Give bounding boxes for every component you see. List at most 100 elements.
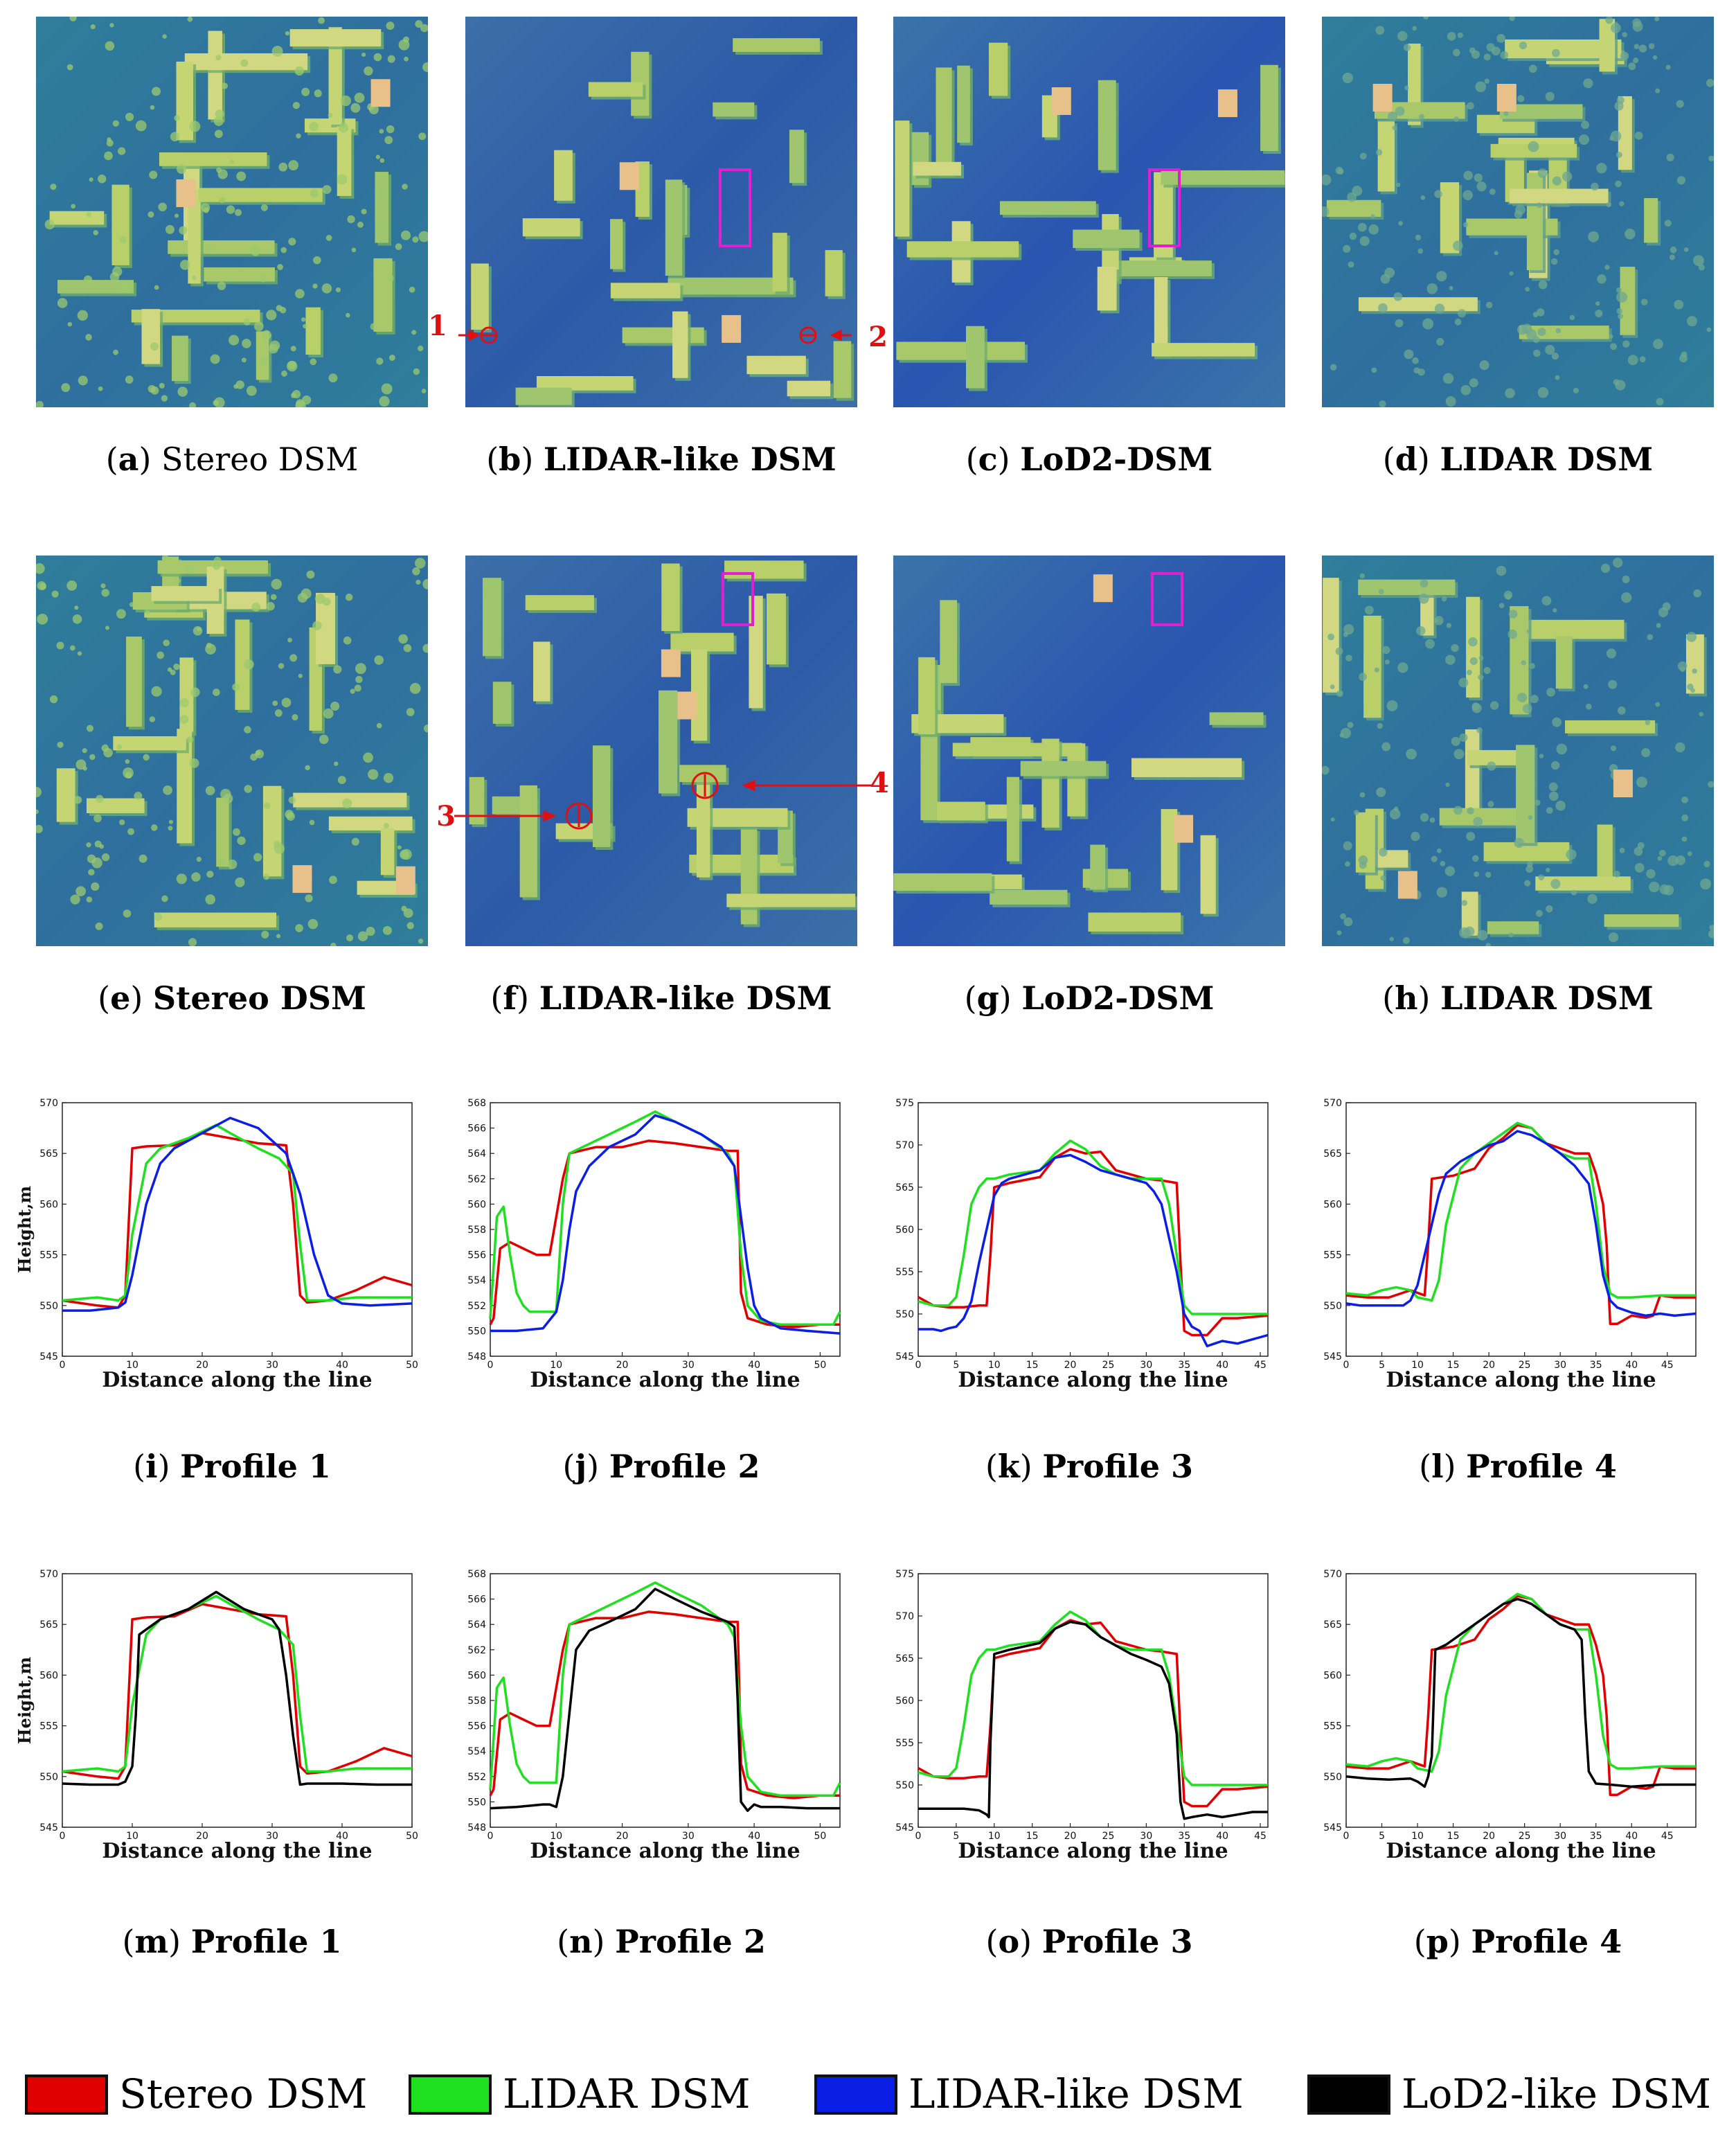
x-tick-label: 25	[1519, 1360, 1531, 1371]
caption-text: Profile 2	[615, 1923, 766, 1960]
x-tick-label: 0	[1343, 1360, 1350, 1371]
x-axis-label: Distance along the line	[1386, 1839, 1656, 1863]
y-tick-label: 550	[467, 1326, 486, 1337]
x-tick-label: 35	[1178, 1360, 1190, 1371]
series-line-stereo-dsm	[1345, 1594, 1696, 1796]
caption-label: p	[1426, 1923, 1449, 1960]
x-tick-label: 40	[1216, 1360, 1228, 1371]
x-tick-label: 35	[1178, 1831, 1190, 1842]
y-axis-label: Height,m	[15, 1186, 35, 1273]
x-tick-label: 20	[196, 1360, 208, 1371]
x-tick-label: 25	[1519, 1831, 1531, 1842]
series-line-lidar-dsm	[1345, 1592, 1696, 1773]
profile-chart-m: 0 10 20 30 40 50 545 550 555 560 565 570 Distance al…	[7, 1558, 422, 1877]
x-tick-label: 5	[953, 1831, 959, 1842]
dsm-panel-c	[893, 17, 1285, 407]
x-tick-label: 40	[1625, 1831, 1638, 1842]
caption-d: (d) LIDAR DSM	[1382, 441, 1654, 478]
y-axis-label: Height,m	[15, 1657, 35, 1744]
dsm-panel-a	[36, 17, 428, 407]
x-tick-label: 50	[814, 1360, 827, 1371]
marker-label-1: 1	[428, 310, 447, 342]
caption-label: d	[1395, 441, 1417, 478]
caption-l: (l) Profile 4	[1419, 1448, 1617, 1485]
plot-frame	[62, 1102, 413, 1357]
series-line-stereo-dsm	[918, 1619, 1269, 1808]
x-tick-label: 0	[60, 1360, 66, 1371]
y-tick-label: 560	[895, 1225, 914, 1236]
caption-a: (a) Stereo DSM	[105, 441, 359, 478]
x-tick-label: 15	[1026, 1831, 1039, 1842]
y-tick-label: 545	[1323, 1351, 1342, 1362]
caption-c: (c) LoD2-DSM	[965, 441, 1213, 478]
legend-swatch-lod2	[1307, 2075, 1390, 2115]
plot-frame	[62, 1573, 413, 1828]
series-line-stereo-dsm	[1345, 1123, 1696, 1325]
caption-text: Profile 3	[1042, 1448, 1194, 1485]
plot-frame	[918, 1573, 1269, 1828]
caption-text: LIDAR-like DSM	[539, 979, 832, 1017]
caption-text: Profile 4	[1466, 1448, 1617, 1485]
x-tick-label: 20	[1064, 1831, 1077, 1842]
caption-label: g	[976, 979, 999, 1017]
y-tick-label: 548	[467, 1351, 486, 1362]
x-tick-label: 40	[1216, 1831, 1228, 1842]
y-tick-label: 560	[39, 1199, 58, 1210]
x-tick-label: 20	[1064, 1360, 1077, 1371]
x-tick-label: 0	[487, 1360, 494, 1371]
x-tick-label: 0	[915, 1831, 922, 1842]
y-tick-label: 565	[1323, 1619, 1342, 1631]
dsm-panel-b	[465, 17, 857, 407]
x-tick-label: 45	[1254, 1831, 1267, 1842]
legend-swatch-lidar	[409, 2075, 492, 2115]
x-tick-label: 30	[1140, 1360, 1152, 1371]
x-tick-label: 35	[1590, 1831, 1602, 1842]
y-tick-label: 558	[467, 1696, 486, 1707]
caption-text: Stereo DSM	[152, 979, 366, 1017]
x-tick-label: 50	[814, 1831, 827, 1842]
y-tick-label: 550	[39, 1772, 58, 1783]
x-tick-label: 10	[988, 1831, 1001, 1842]
caption-label: c	[978, 441, 998, 478]
caption-p: (p) Profile 4	[1413, 1923, 1622, 1960]
y-tick-label: 552	[467, 1301, 486, 1312]
x-tick-label: 30	[682, 1360, 695, 1371]
series-line-lidar-like-dsm	[490, 1114, 841, 1335]
x-axis-label: Distance along the line	[530, 1839, 800, 1863]
marker-label-3: 3	[436, 800, 456, 833]
y-tick-label: 570	[39, 1098, 58, 1109]
profile-chart-n: 0 10 20 30 40 50 548 550 552 554 556 558 560 562 564 56…	[435, 1558, 850, 1877]
y-tick-label: 560	[1323, 1670, 1342, 1681]
x-tick-label: 10	[1411, 1360, 1424, 1371]
caption-b: (b) LIDAR-like DSM	[486, 441, 836, 478]
series-line-stereo-dsm	[489, 1610, 840, 1800]
x-tick-label: 25	[1102, 1831, 1115, 1842]
series-line-lidar-dsm	[918, 1610, 1268, 1786]
x-tick-label: 20	[196, 1831, 208, 1842]
y-tick-label: 568	[467, 1569, 486, 1580]
x-tick-label: 10	[550, 1360, 562, 1371]
caption-n: (n) Profile 2	[557, 1923, 766, 1960]
x-tick-label: 10	[1411, 1831, 1424, 1842]
y-tick-label: 560	[1323, 1199, 1342, 1210]
y-tick-label: 550	[895, 1309, 914, 1320]
y-tick-label: 550	[1323, 1772, 1342, 1783]
y-tick-label: 554	[467, 1275, 486, 1286]
profile-chart-l: 0 5 10 15 20 25 30 35 40 45 545 550 555 560 565 570 Dist…	[1291, 1087, 1706, 1406]
dsm-panel-e	[36, 556, 428, 946]
legend-swatch-stereo	[25, 2075, 108, 2115]
caption-label: o	[998, 1923, 1020, 1960]
caption-f: (f) LIDAR-like DSM	[490, 979, 832, 1017]
y-tick-label: 560	[467, 1199, 486, 1210]
x-tick-label: 40	[336, 1360, 348, 1371]
caption-e: (e) Stereo DSM	[98, 979, 366, 1017]
caption-text: Profile 4	[1471, 1923, 1622, 1960]
plot-frame	[918, 1102, 1269, 1357]
y-tick-label: 564	[467, 1148, 486, 1160]
y-tick-label: 560	[895, 1696, 914, 1707]
x-axis-label: Distance along the line	[102, 1368, 372, 1392]
legend: Stereo DSM LIDAR DSM LIDAR-like DSM LoD2…	[0, 2061, 1736, 2130]
series-line-stereo-dsm	[918, 1148, 1269, 1337]
x-tick-label: 20	[616, 1360, 629, 1371]
marker-label-2: 2	[868, 321, 888, 353]
